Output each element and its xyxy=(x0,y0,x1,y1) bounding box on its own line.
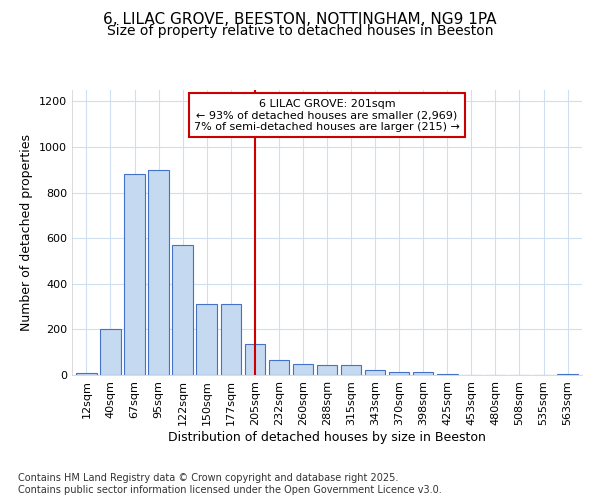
Bar xyxy=(100,330,121,375)
Text: 6, LILAC GROVE, BEESTON, NOTTINGHAM, NG9 1PA: 6, LILAC GROVE, BEESTON, NOTTINGHAM, NG9… xyxy=(103,12,497,28)
Text: 6 LILAC GROVE: 201sqm
← 93% of detached houses are smaller (2,969)
7% of semi-de: 6 LILAC GROVE: 201sqm ← 93% of detached … xyxy=(194,98,460,132)
Text: Size of property relative to detached houses in Beeston: Size of property relative to detached ho… xyxy=(107,24,493,38)
X-axis label: Distribution of detached houses by size in Beeston: Distribution of detached houses by size … xyxy=(168,430,486,444)
Bar xyxy=(124,174,145,375)
Bar xyxy=(269,360,289,375)
Bar xyxy=(437,374,458,375)
Bar xyxy=(148,170,169,375)
Bar xyxy=(365,370,385,375)
Bar xyxy=(341,366,361,375)
Bar xyxy=(557,374,578,375)
Bar xyxy=(172,245,193,375)
Bar xyxy=(196,304,217,375)
Text: Contains HM Land Registry data © Crown copyright and database right 2025.
Contai: Contains HM Land Registry data © Crown c… xyxy=(18,474,442,495)
Bar xyxy=(293,364,313,375)
Bar xyxy=(389,372,409,375)
Bar xyxy=(221,304,241,375)
Bar xyxy=(413,372,433,375)
Bar xyxy=(76,372,97,375)
Bar xyxy=(245,344,265,375)
Bar xyxy=(317,366,337,375)
Y-axis label: Number of detached properties: Number of detached properties xyxy=(20,134,34,331)
